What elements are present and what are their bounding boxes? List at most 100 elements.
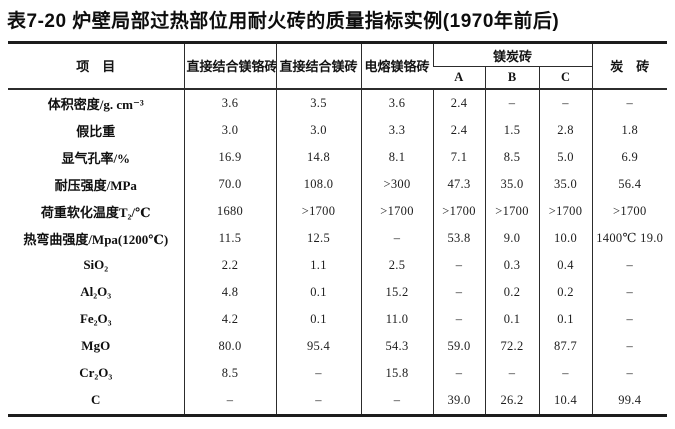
cell: 2.2 — [183, 251, 276, 279]
cell: 3.6 — [360, 88, 433, 117]
cell: 87.7 — [538, 332, 592, 360]
cell: 10.0 — [538, 224, 592, 252]
cell: – — [591, 332, 667, 360]
table-row: Al₂O₃ 4.8 0.1 15.2 – 0.2 0.2 – — [8, 278, 667, 306]
cell: – — [591, 305, 667, 333]
cell: 2.4 — [432, 116, 485, 144]
row-label: 显气孔率/% — [61, 150, 131, 166]
cell: 4.2 — [183, 305, 276, 333]
cell: 1.5 — [484, 116, 539, 144]
table-row: 耐压强度/MPa 70.0 108.0 >300 47.3 35.0 35.0 … — [8, 170, 667, 198]
cell: 54.3 — [360, 332, 433, 360]
cell: – — [275, 386, 361, 415]
table-row: 显气孔率/% 16.9 14.8 8.1 7.1 8.5 5.0 6.9 — [8, 143, 667, 171]
table-row: 热弯曲强度/Mpa(1200℃) 11.5 12.5 – 53.8 9.0 10… — [8, 224, 667, 252]
cell: 2.8 — [538, 116, 592, 144]
cell: 47.3 — [432, 170, 485, 198]
cell: 35.0 — [538, 170, 592, 198]
cell: 5.0 — [538, 143, 592, 171]
cell: 80.0 — [183, 332, 276, 360]
cell: – — [432, 305, 485, 333]
cell: – — [275, 359, 361, 387]
cell: >1700 — [538, 197, 592, 225]
cell: – — [432, 251, 485, 279]
col-header-mag-carbon-b: B — [484, 66, 539, 90]
col-header-mag-carbon-c: C — [538, 66, 592, 90]
cell: 9.0 — [484, 224, 539, 252]
cell: 8.5 — [183, 359, 276, 387]
cell: 108.0 — [275, 170, 361, 198]
cell: – — [591, 88, 667, 117]
cell: >1700 — [275, 197, 361, 225]
header-row-2: A B C — [8, 66, 667, 90]
cell: 8.1 — [360, 143, 433, 171]
table-row: MgO 80.0 95.4 54.3 59.0 72.2 87.7 – — [8, 332, 667, 360]
col-header-item: 项 目 — [8, 42, 184, 90]
cell: 12.5 — [275, 224, 361, 252]
cell: 59.0 — [432, 332, 485, 360]
cell: >1700 — [432, 197, 485, 225]
cell: 95.4 — [275, 332, 361, 360]
cell: 26.2 — [484, 386, 539, 415]
table-row: 假比重 3.0 3.0 3.3 2.4 1.5 2.8 1.8 — [8, 116, 667, 144]
cell: 7.1 — [432, 143, 485, 171]
cell: 70.0 — [183, 170, 276, 198]
table-header: 项 目 直接结合镁铬砖 直接结合镁砖 电熔镁铬砖 镁炭砖 炭 砖 A B C — [8, 42, 667, 90]
cell: 0.1 — [275, 305, 361, 333]
cell: 35.0 — [484, 170, 539, 198]
row-label: Al₂O₃ — [80, 284, 112, 299]
cell: 99.4 — [591, 386, 667, 415]
cell: 1400℃ 19.0 — [591, 224, 667, 252]
col-header-direct-bonded-mag-chrome-brick: 直接结合镁铬砖 — [183, 42, 276, 90]
cell: 56.4 — [591, 170, 667, 198]
row-label: SiO₂ — [83, 257, 109, 272]
cell: 2.5 — [360, 251, 433, 279]
cell: – — [360, 386, 433, 415]
cell: – — [538, 88, 592, 117]
row-label: Cr₂O₃ — [79, 365, 113, 380]
row-label: 热弯曲强度/Mpa(1200℃) — [23, 231, 169, 247]
cell: 39.0 — [432, 386, 485, 415]
cell: 15.8 — [360, 359, 433, 387]
cell: – — [591, 251, 667, 279]
cell: 11.5 — [183, 224, 276, 252]
page-title: 表7-20 炉壁局部过热部位用耐火砖的质量指标实例(1970年前后) — [7, 11, 560, 32]
table-row: C – – – 39.0 26.2 10.4 99.4 — [8, 386, 667, 415]
cell: 16.9 — [183, 143, 276, 171]
table-row: 体积密度/g. cm⁻³ 3.6 3.5 3.6 2.4 – – – — [8, 88, 667, 117]
table-body: 体积密度/g. cm⁻³ 3.6 3.5 3.6 2.4 – – – 假比重 3… — [8, 88, 667, 415]
refractory-brick-quality-table: 项 目 直接结合镁铬砖 直接结合镁砖 电熔镁铬砖 镁炭砖 炭 砖 A B C 体… — [8, 41, 667, 417]
row-label: 假比重 — [76, 123, 116, 139]
row-label: Fe₂O₃ — [79, 311, 112, 326]
row-label: 耐压强度/MPa — [54, 177, 137, 193]
cell: 0.3 — [484, 251, 539, 279]
cell: >1700 — [360, 197, 433, 225]
cell: 1680 — [183, 197, 276, 225]
cell: 6.9 — [591, 143, 667, 171]
cell: – — [484, 359, 539, 387]
cell: – — [591, 278, 667, 306]
row-label: MgO — [81, 338, 111, 353]
cell: 0.2 — [484, 278, 539, 306]
cell: 11.0 — [360, 305, 433, 333]
cell: 0.4 — [538, 251, 592, 279]
cell: 8.5 — [484, 143, 539, 171]
cell: 0.1 — [275, 278, 361, 306]
cell: 3.6 — [183, 88, 276, 117]
cell: 1.1 — [275, 251, 361, 279]
col-header-mag-carbon-a: A — [433, 66, 485, 90]
col-header-fused-mag-chrome-brick: 电熔镁铬砖 — [360, 42, 433, 90]
cell: 53.8 — [432, 224, 485, 252]
cell: >1700 — [591, 197, 667, 225]
cell: – — [183, 386, 276, 415]
row-label: C — [91, 392, 101, 407]
cell: 1.8 — [591, 116, 667, 144]
cell: 14.8 — [275, 143, 361, 171]
cell: 3.5 — [275, 88, 361, 117]
table-row: 荷重软化温度T₂/℃ 1680 >1700 >1700 >1700 >1700 … — [8, 197, 667, 225]
row-label: 荷重软化温度T₂/℃ — [40, 204, 151, 220]
cell: >300 — [360, 170, 433, 198]
cell: – — [432, 359, 485, 387]
table-row: Fe₂O₃ 4.2 0.1 11.0 – 0.1 0.1 – — [8, 305, 667, 333]
col-header-mag-carbon-brick-group: 镁炭砖 — [432, 42, 592, 67]
